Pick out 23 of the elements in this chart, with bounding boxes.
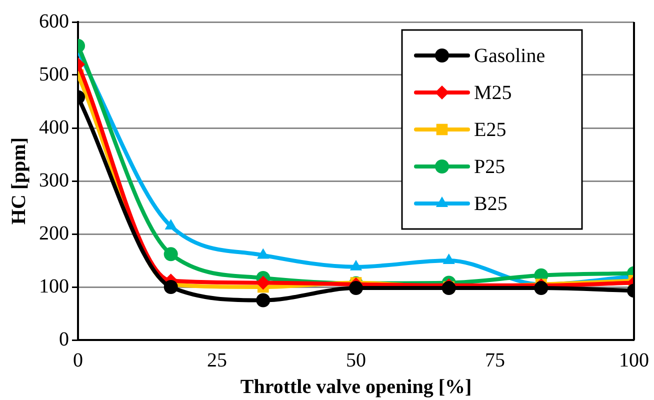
y-tick-label: 200 bbox=[39, 222, 69, 244]
legend-label: P25 bbox=[474, 156, 506, 178]
y-tick-label: 400 bbox=[39, 116, 69, 138]
legend-label: B25 bbox=[474, 192, 508, 215]
x-tick-label: 50 bbox=[346, 349, 366, 372]
point bbox=[256, 276, 270, 290]
legend-label: M25 bbox=[474, 82, 512, 104]
point bbox=[442, 281, 456, 296]
point bbox=[256, 293, 270, 308]
legend-label: E25 bbox=[474, 118, 506, 141]
y-tick-label: 300 bbox=[39, 169, 69, 192]
x-tick-label: 75 bbox=[485, 349, 505, 372]
legend-label: Gasoline bbox=[474, 44, 546, 67]
x-tick-label: 0 bbox=[73, 349, 83, 372]
y-tick-label: 0 bbox=[59, 328, 69, 350]
y-tick-label: 500 bbox=[39, 63, 69, 86]
x-axis-title: Throttle valve opening [%] bbox=[240, 376, 472, 398]
x-tick-label: 25 bbox=[207, 349, 227, 372]
x-tick-label: 100 bbox=[619, 349, 649, 372]
y-tick-label: 600 bbox=[39, 10, 69, 32]
y-tick-label: 100 bbox=[39, 275, 69, 298]
y-axis-title: HC [ppm] bbox=[8, 137, 30, 225]
point bbox=[349, 281, 363, 296]
